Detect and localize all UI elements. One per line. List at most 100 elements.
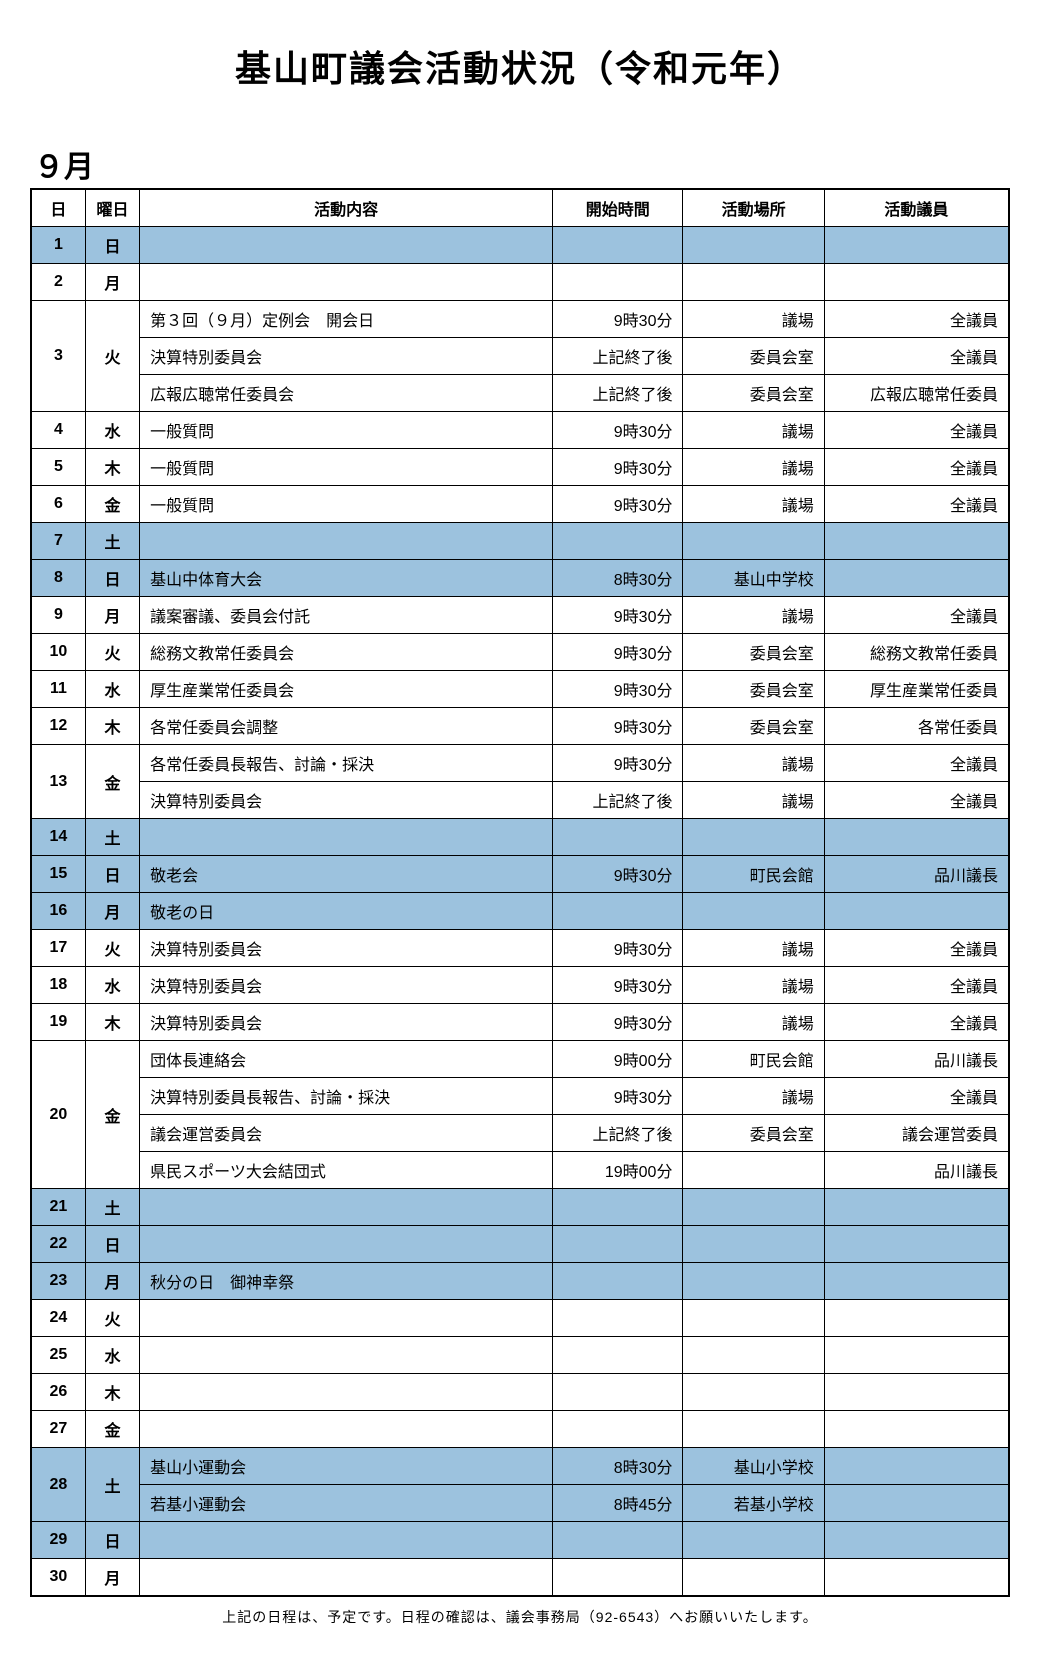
cell-activity: 議会運営委員会	[140, 1115, 553, 1152]
cell-activity: 決算特別委員会	[140, 967, 553, 1004]
cell-time	[553, 1189, 683, 1226]
cell-day: 9	[31, 597, 85, 634]
cell-time: 9時30分	[553, 708, 683, 745]
cell-activity	[140, 1411, 553, 1448]
header-dow: 曜日	[85, 189, 139, 227]
cell-member: 全議員	[824, 745, 1009, 782]
cell-activity: 一般質問	[140, 486, 553, 523]
table-row: 13金各常任委員長報告、討論・採決9時30分議場全議員	[31, 745, 1009, 782]
cell-member: 全議員	[824, 486, 1009, 523]
cell-time: 8時45分	[553, 1485, 683, 1522]
cell-dow: 日	[85, 560, 139, 597]
cell-activity: 若基小運動会	[140, 1485, 553, 1522]
cell-dow: 金	[85, 486, 139, 523]
cell-place: 町民会館	[683, 1041, 824, 1078]
table-row: 24火	[31, 1300, 1009, 1337]
cell-day: 14	[31, 819, 85, 856]
cell-member	[824, 1448, 1009, 1485]
cell-place: 委員会室	[683, 708, 824, 745]
cell-place: 委員会室	[683, 634, 824, 671]
table-row: 2月	[31, 264, 1009, 301]
table-row: 20金団体長連絡会9時00分町民会館品川議長	[31, 1041, 1009, 1078]
cell-dow: 木	[85, 449, 139, 486]
table-row: 9月議案審議、委員会付託9時30分議場全議員	[31, 597, 1009, 634]
cell-day: 23	[31, 1263, 85, 1300]
cell-day: 29	[31, 1522, 85, 1559]
cell-member: 全議員	[824, 930, 1009, 967]
cell-member: 品川議長	[824, 1041, 1009, 1078]
cell-dow: 月	[85, 597, 139, 634]
cell-time: 9時30分	[553, 597, 683, 634]
cell-day: 25	[31, 1337, 85, 1374]
cell-member	[824, 227, 1009, 264]
cell-place	[683, 819, 824, 856]
cell-member	[824, 1337, 1009, 1374]
cell-activity: 第３回（９月）定例会 開会日	[140, 301, 553, 338]
cell-time: 9時00分	[553, 1041, 683, 1078]
cell-member: 全議員	[824, 597, 1009, 634]
table-row: 21土	[31, 1189, 1009, 1226]
table-row: 26木	[31, 1374, 1009, 1411]
cell-member: 全議員	[824, 967, 1009, 1004]
cell-day: 11	[31, 671, 85, 708]
table-row: 若基小運動会8時45分若基小学校	[31, 1485, 1009, 1522]
table-row: 決算特別委員長報告、討論・採決9時30分議場全議員	[31, 1078, 1009, 1115]
cell-activity: 決算特別委員会	[140, 338, 553, 375]
table-row: 議会運営委員会上記終了後委員会室議会運営委員	[31, 1115, 1009, 1152]
cell-place: 議場	[683, 745, 824, 782]
cell-dow: 火	[85, 301, 139, 412]
cell-day: 6	[31, 486, 85, 523]
cell-time: 9時30分	[553, 486, 683, 523]
cell-place: 基山中学校	[683, 560, 824, 597]
cell-activity: 一般質問	[140, 449, 553, 486]
cell-member: 全議員	[824, 301, 1009, 338]
cell-dow: 火	[85, 1300, 139, 1337]
cell-dow: 日	[85, 1226, 139, 1263]
schedule-table: 日 曜日 活動内容 開始時間 活動場所 活動議員 1日2月3火第３回（９月）定例…	[30, 188, 1010, 1597]
cell-member: 各常任委員	[824, 708, 1009, 745]
cell-day: 27	[31, 1411, 85, 1448]
cell-dow: 金	[85, 1041, 139, 1189]
cell-place	[683, 1559, 824, 1597]
cell-time: 19時00分	[553, 1152, 683, 1189]
cell-activity: 団体長連絡会	[140, 1041, 553, 1078]
cell-activity: 各常任委員会調整	[140, 708, 553, 745]
cell-activity: 総務文教常任委員会	[140, 634, 553, 671]
cell-time	[553, 893, 683, 930]
table-row: 17火決算特別委員会9時30分議場全議員	[31, 930, 1009, 967]
cell-member	[824, 1226, 1009, 1263]
cell-day: 10	[31, 634, 85, 671]
cell-place: 議場	[683, 412, 824, 449]
cell-member: 厚生産業常任委員	[824, 671, 1009, 708]
cell-dow: 木	[85, 1004, 139, 1041]
cell-member: 議会運営委員	[824, 1115, 1009, 1152]
table-row: 14土	[31, 819, 1009, 856]
cell-member: 全議員	[824, 449, 1009, 486]
table-row: 22日	[31, 1226, 1009, 1263]
cell-day: 21	[31, 1189, 85, 1226]
cell-time	[553, 1411, 683, 1448]
cell-member	[824, 1522, 1009, 1559]
footer-note: 上記の日程は、予定です。日程の確認は、議会事務局（92-6543）へお願いいたし…	[30, 1607, 1010, 1627]
cell-day: 2	[31, 264, 85, 301]
cell-activity: 一般質問	[140, 412, 553, 449]
cell-dow: 火	[85, 634, 139, 671]
table-row: 3火第３回（９月）定例会 開会日9時30分議場全議員	[31, 301, 1009, 338]
cell-place: 議場	[683, 930, 824, 967]
cell-place	[683, 523, 824, 560]
cell-time: 上記終了後	[553, 338, 683, 375]
cell-dow: 水	[85, 412, 139, 449]
cell-activity: 県民スポーツ大会結団式	[140, 1152, 553, 1189]
cell-activity: 議案審議、委員会付託	[140, 597, 553, 634]
cell-member	[824, 1485, 1009, 1522]
cell-time	[553, 523, 683, 560]
header-activity: 活動内容	[140, 189, 553, 227]
cell-activity	[140, 1559, 553, 1597]
cell-activity: 決算特別委員会	[140, 782, 553, 819]
cell-day: 30	[31, 1559, 85, 1597]
cell-member	[824, 1374, 1009, 1411]
cell-activity	[140, 523, 553, 560]
cell-place	[683, 1263, 824, 1300]
cell-dow: 金	[85, 745, 139, 819]
cell-day: 5	[31, 449, 85, 486]
